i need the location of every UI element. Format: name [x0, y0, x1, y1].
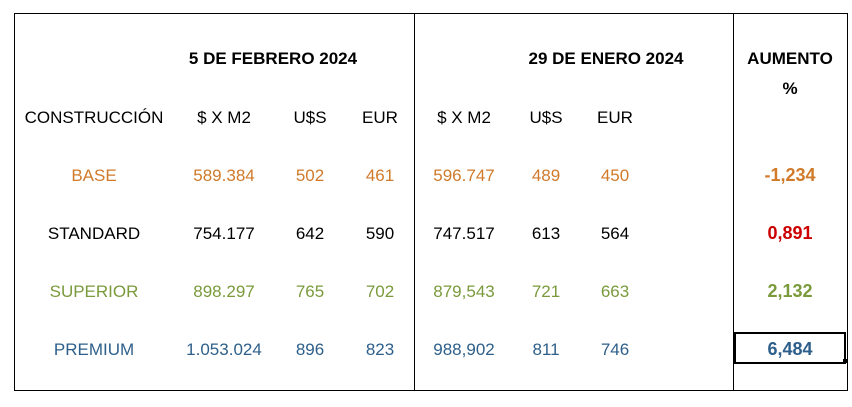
- row-superior-price-m2-2: 879,543: [433, 282, 495, 301]
- column-header-eur-2: EUR: [597, 108, 633, 127]
- row-premium-usd-2: 811: [532, 340, 560, 359]
- row-standard-eur-2: 564: [600, 224, 630, 243]
- selected-cell-box[interactable]: [734, 332, 846, 364]
- header-period-1: 5 DE FEBRERO 2024: [188, 49, 358, 68]
- column-header-usd-1: U$S: [293, 108, 327, 127]
- column-header-price-m2-1: $ X M2: [197, 108, 251, 127]
- row-base-eur-2: 450: [600, 166, 630, 185]
- row-premium-increase: 6,484: [767, 339, 813, 359]
- row-superior-price-m2-1: 898.297: [193, 282, 255, 301]
- row-superior-increase: 2,132: [767, 281, 813, 301]
- row-base-name: BASE: [71, 166, 117, 185]
- row-superior-eur-2: 663: [600, 282, 630, 301]
- row-base-increase: -1,234: [764, 165, 816, 185]
- column-header-price-m2-2: $ X M2: [437, 108, 491, 127]
- column-header-usd-2: U$S: [529, 108, 563, 127]
- row-standard-price-m2-2: 747.517: [433, 224, 495, 243]
- row-superior-name: SUPERIOR: [49, 282, 139, 301]
- column-header-construction: CONSTRUCCIÓN: [24, 108, 164, 127]
- row-standard-price-m2-1: 754.177: [193, 224, 255, 243]
- row-standard-eur-1: 590: [365, 224, 395, 243]
- row-superior-eur-1: 702: [365, 282, 395, 301]
- row-superior-usd-1: 765: [295, 282, 325, 301]
- divider-period-1: [414, 13, 415, 391]
- header-increase-percent: %: [782, 79, 798, 98]
- row-premium-eur-1: 823: [365, 340, 395, 359]
- column-header-eur-1: EUR: [362, 108, 398, 127]
- header-increase: AUMENTO: [747, 49, 833, 68]
- row-base-usd-2: 489: [531, 166, 561, 185]
- row-premium-price-m2-1: 1.053.024: [186, 340, 262, 359]
- row-standard-name: STANDARD: [47, 224, 141, 243]
- row-base-eur-1: 461: [365, 166, 395, 185]
- row-superior-usd-2: 721: [531, 282, 561, 301]
- row-premium-eur-2: 746: [600, 340, 630, 359]
- row-premium-price-m2-2: 988,902: [433, 340, 495, 359]
- row-base-price-m2-1: 589.384: [193, 166, 255, 185]
- cell-fill-handle[interactable]: [843, 359, 847, 363]
- divider-period-2: [733, 13, 734, 391]
- row-premium-usd-1: 896: [295, 340, 325, 359]
- price-table-frame: [14, 13, 848, 391]
- row-base-usd-1: 502: [295, 166, 325, 185]
- row-standard-increase: 0,891: [767, 223, 813, 243]
- row-base-price-m2-2: 596.747: [433, 166, 495, 185]
- row-standard-usd-2: 613: [531, 224, 561, 243]
- row-standard-usd-1: 642: [295, 224, 325, 243]
- header-period-2: 29 DE ENERO 2024: [528, 49, 684, 68]
- row-premium-name: PREMIUM: [53, 340, 135, 359]
